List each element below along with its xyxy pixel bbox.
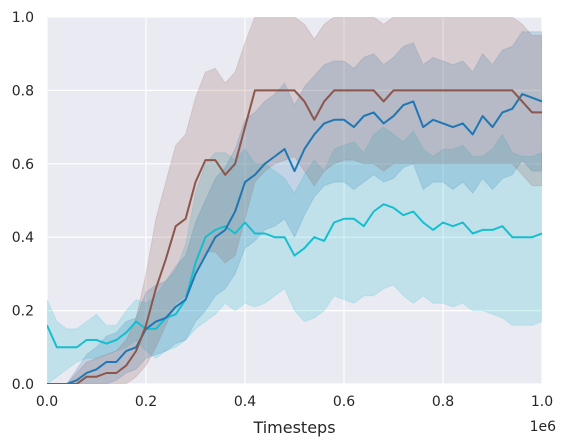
plot-background: [47, 17, 542, 384]
series-line-2: [47, 89, 542, 384]
series-line-0: [47, 203, 542, 349]
y-axis-ticks: 0.0 0.2 0.4 0.6 0.8 1.0: [12, 10, 34, 393]
confidence-band-1: [47, 31, 542, 384]
y-tick-label: 0.4: [12, 230, 34, 246]
y-tick-label: 1.0: [12, 10, 34, 26]
y-tick-label: 0.2: [12, 304, 34, 320]
series-line-1: [47, 93, 542, 384]
x-axis-offset-text: 1e6: [530, 419, 557, 435]
x-axis-ticks: 0.0 0.2 0.4 0.6 0.8 1.0: [36, 394, 553, 410]
y-tick-label: 0.0: [12, 377, 34, 393]
y-tick-label: 0.8: [12, 83, 34, 99]
y-tick-label: 0.6: [12, 157, 34, 173]
x-axis-title: Timesteps: [252, 418, 335, 437]
x-tick-label: 0.8: [432, 394, 454, 410]
x-tick-label: 0.0: [36, 394, 58, 410]
x-tick-label: 0.6: [333, 394, 355, 410]
x-tick-label: 1.0: [531, 394, 553, 410]
confidence-band-2: [47, 17, 542, 384]
x-tick-label: 0.2: [135, 394, 157, 410]
x-tick-label: 0.4: [234, 394, 256, 410]
series-lines: [47, 89, 542, 384]
